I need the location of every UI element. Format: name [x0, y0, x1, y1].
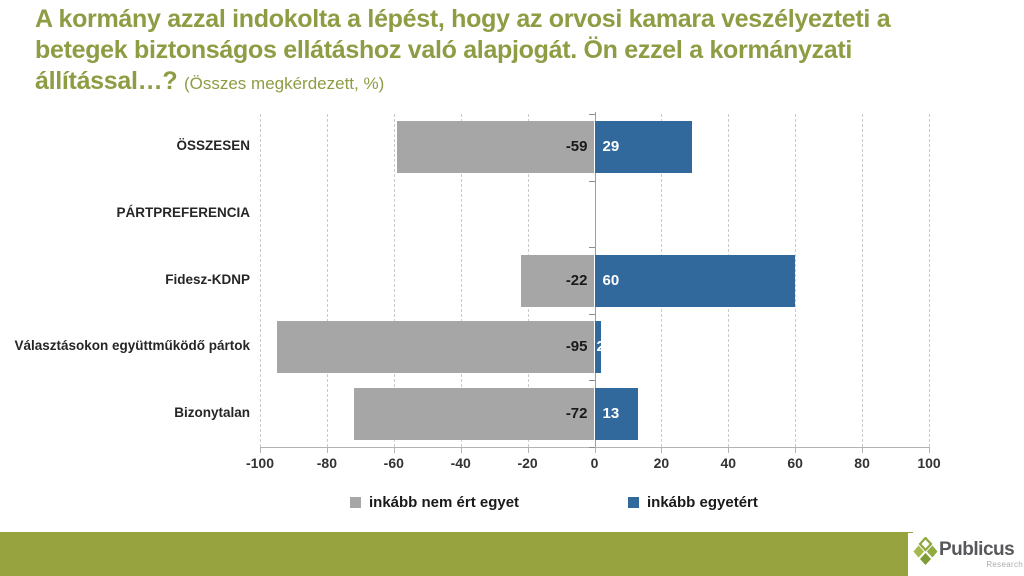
gridline — [862, 114, 864, 447]
category-axis-tick — [588, 180, 595, 182]
brand-name: Publicus — [939, 539, 1015, 560]
legend-swatch-icon — [350, 497, 361, 508]
x-axis-tick — [929, 447, 930, 453]
bar-negative — [353, 387, 595, 440]
bar-positive — [594, 321, 602, 374]
x-axis-tick — [393, 447, 395, 453]
brand-subname: Research — [986, 560, 1023, 569]
legend-item: inkább egyetért — [628, 494, 758, 511]
footer-brand-bar — [0, 532, 913, 576]
x-axis-tick — [795, 447, 797, 453]
x-axis-tick — [862, 447, 864, 453]
x-tick-label: 60 — [787, 455, 803, 471]
category-axis-tick — [588, 447, 595, 448]
chart-title-line-2: betegek biztonságos ellátáshoz való alap… — [35, 36, 853, 64]
bar-value-negative: -22 — [565, 271, 588, 289]
x-axis-tick — [594, 447, 596, 453]
bar-value-negative: -72 — [565, 404, 588, 422]
legend-item: inkább nem ért egyet — [350, 494, 519, 511]
category-axis-tick — [588, 247, 595, 249]
gridline — [260, 114, 261, 447]
gridline — [795, 114, 797, 447]
bar-value-positive: 13 — [602, 404, 620, 422]
category-axis-tick — [588, 313, 595, 315]
bar-positive — [594, 121, 692, 174]
legend-label: inkább nem ért egyet — [369, 494, 520, 511]
x-tick-label: -20 — [517, 455, 538, 471]
gridline — [929, 114, 930, 447]
chart-title-line-1: A kormány azzal indokolta a lépést, hogy… — [35, 5, 891, 33]
gridline — [460, 114, 462, 447]
bar-positive — [594, 254, 796, 307]
bar-value-positive: 60 — [602, 271, 620, 289]
x-tick-label: -80 — [316, 455, 337, 471]
bar-value-negative: -59 — [565, 138, 588, 156]
bar-positive — [594, 387, 638, 440]
x-axis-tick — [326, 447, 328, 453]
x-axis-tick — [728, 447, 730, 453]
category-label: Fidesz-KDNP — [165, 271, 250, 287]
gridline — [393, 114, 395, 447]
bar-negative — [276, 321, 595, 374]
x-tick-label: 40 — [720, 455, 737, 471]
category-label: Bizonytalan — [174, 404, 250, 420]
x-axis-tick — [260, 447, 261, 453]
gridline — [326, 114, 328, 447]
category-label: Választásokon együttműködő pártok — [14, 338, 250, 354]
category-axis-tick — [588, 380, 595, 382]
bar-value-positive: 29 — [602, 138, 620, 156]
x-tick-label: -40 — [450, 455, 471, 471]
legend-swatch-icon — [628, 497, 639, 508]
x-axis-tick — [460, 447, 462, 453]
category-axis-tick — [588, 114, 595, 115]
category-label: PÁRTPREFERENCIA — [116, 204, 250, 220]
chart-subtitle: (Összes megkérdezett, %) — [183, 74, 385, 93]
category-label: ÖSSZESEN — [176, 138, 250, 154]
x-tick-label: 0 — [590, 455, 599, 471]
publicus-diamond-icon — [913, 537, 938, 565]
legend-label: inkább egyetért — [647, 494, 758, 511]
x-tick-label: 80 — [854, 455, 870, 471]
x-axis-line — [260, 447, 929, 448]
x-tick-label: -100 — [245, 455, 275, 471]
bar-value-positive: 2 — [596, 338, 605, 356]
x-axis-tick — [527, 447, 529, 453]
bar-negative — [397, 121, 595, 174]
bar-value-negative: -95 — [565, 338, 588, 356]
x-tick-label: 20 — [653, 455, 670, 471]
x-tick-label: 100 — [917, 455, 941, 471]
bar-negative — [520, 254, 595, 307]
publicus-logo: Publicus Research — [908, 533, 1024, 576]
x-axis-tick — [661, 447, 663, 453]
x-tick-label: -60 — [383, 455, 404, 471]
chart-title-line-3: állítással…? — [35, 67, 178, 95]
chart-title: A kormány azzal indokolta a lépést, hogy… — [35, 4, 1007, 99]
